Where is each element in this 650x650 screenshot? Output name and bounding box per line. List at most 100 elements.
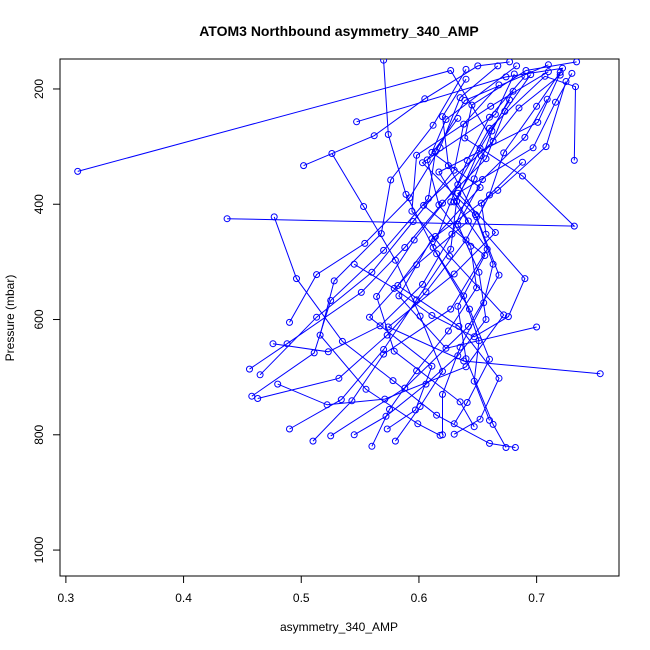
data-point: [370, 132, 378, 140]
data-point: [477, 199, 485, 207]
data-point: [428, 362, 436, 370]
y-tick-label: 600: [32, 309, 46, 329]
data-point: [444, 162, 452, 170]
data-point: [439, 431, 446, 439]
data-point: [462, 363, 470, 371]
data-point: [454, 114, 462, 122]
data-point: [572, 83, 579, 91]
data-point: [419, 280, 426, 288]
series-line: [398, 81, 567, 349]
data-point: [435, 168, 443, 176]
data-point: [542, 143, 550, 151]
data-point: [482, 316, 490, 323]
data-point: [327, 432, 335, 440]
data-point: [373, 293, 381, 300]
data-point: [416, 403, 424, 410]
data-point: [414, 420, 422, 428]
data-point: [442, 344, 450, 352]
y-tick-label: 400: [32, 194, 46, 214]
data-point: [486, 416, 493, 424]
data-point: [541, 72, 549, 80]
series-line: [77, 69, 507, 448]
data-point: [421, 95, 429, 103]
data-point: [495, 81, 503, 89]
data-point: [454, 220, 462, 228]
series-line: [397, 65, 517, 435]
data-point: [502, 444, 510, 451]
series-line: [303, 61, 510, 167]
x-tick-label: 0.3: [58, 591, 75, 605]
data-point: [464, 217, 472, 225]
data-point: [429, 121, 437, 129]
data-point: [482, 155, 490, 163]
data-point: [486, 355, 493, 363]
data-point: [513, 62, 521, 70]
series-line: [376, 75, 577, 427]
data-point: [509, 87, 517, 95]
data-point: [470, 175, 478, 183]
data-point: [556, 71, 564, 79]
data-point: [390, 347, 398, 355]
x-tick-label: 0.7: [528, 591, 545, 605]
data-point: [293, 275, 300, 283]
data-point: [450, 270, 458, 278]
data-point: [454, 302, 462, 310]
data-point: [500, 311, 508, 319]
data-point: [391, 437, 399, 445]
data-point: [454, 352, 462, 360]
data-point: [486, 191, 493, 199]
axis-ticks: 0.3 0.4 0.5 0.6 0.7 200 400 600 800 1000: [32, 79, 545, 605]
data-point: [324, 348, 332, 356]
data-point: [380, 346, 388, 353]
data-point: [383, 425, 391, 433]
data-point: [384, 131, 392, 138]
data-point: [439, 113, 446, 121]
data-point: [300, 162, 308, 170]
data-point: [475, 268, 483, 276]
series-line: [289, 99, 511, 430]
data-point: [479, 176, 486, 183]
data-point: [327, 297, 335, 304]
data-point: [534, 118, 542, 126]
data-point: [309, 437, 317, 445]
data-point: [544, 61, 552, 69]
data-point: [413, 367, 421, 375]
data-point: [357, 288, 365, 296]
data-point: [270, 213, 278, 221]
data-point: [436, 144, 444, 152]
data-point: [413, 151, 421, 159]
data-point: [286, 318, 293, 326]
data-point: [361, 239, 369, 247]
data-point: [256, 371, 264, 379]
data-point: [462, 75, 470, 83]
data-point: [223, 215, 231, 223]
data-point: [596, 370, 604, 378]
data-point: [487, 102, 495, 110]
data-point: [382, 412, 390, 420]
data-point: [463, 399, 471, 406]
data-point: [387, 176, 395, 184]
data-point: [543, 95, 551, 103]
data-point: [521, 72, 529, 80]
data-point: [486, 113, 493, 121]
y-tick-label: 800: [32, 424, 46, 444]
data-point: [447, 198, 455, 206]
data-point: [462, 65, 470, 73]
data-point: [390, 284, 398, 292]
data-point: [559, 64, 566, 72]
x-tick-label: 0.5: [293, 591, 310, 605]
y-axis-label: Pressure (mbar): [3, 275, 17, 362]
data-point: [476, 144, 484, 152]
series-line: [331, 153, 444, 442]
data-point: [335, 374, 343, 382]
series-group: [74, 59, 604, 451]
data-point: [476, 415, 484, 423]
data-point: [391, 256, 399, 264]
data-point: [515, 104, 523, 112]
data-point: [447, 245, 455, 253]
data-point: [519, 172, 526, 180]
data-point: [474, 62, 482, 70]
data-point: [482, 230, 490, 238]
data-point: [471, 211, 479, 219]
